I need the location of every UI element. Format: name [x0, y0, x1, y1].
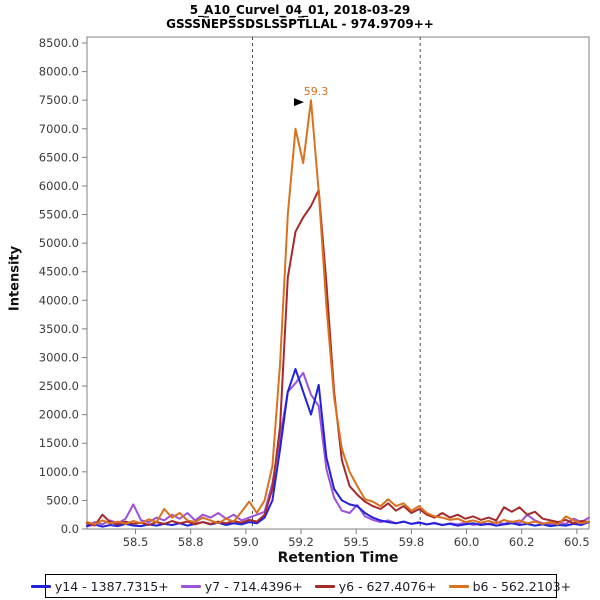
y-tick-label: 2000.0 [39, 408, 79, 422]
legend-entry-y7[interactable]: y7 - 714.4396+ [180, 578, 303, 594]
legend-entry-y14[interactable]: y14 - 1387.7315+ [30, 578, 169, 594]
chart-subtitle-peptide: GSSSN̅EPS̅SDSLSS̅PT̅LLAL - 974.9709++ [166, 17, 434, 31]
y-tick-label: 1500.0 [39, 436, 79, 450]
x-tick-label: 60.2 [509, 535, 535, 549]
x-tick-label: 58.5 [123, 535, 149, 549]
y-tick-label: 3500.0 [39, 322, 79, 336]
y-tick-label: 0.0 [61, 522, 79, 536]
plot-frame [86, 36, 590, 530]
y-tick-label: 3000.0 [39, 350, 79, 364]
y-tick-label: 8000.0 [39, 65, 79, 79]
y-tick-label: 4000.0 [39, 293, 79, 307]
y-tick-label: 6500.0 [39, 150, 79, 164]
transition-legend: y14 - 1387.7315+ y7 - 714.4396+ y6 - 627… [30, 574, 571, 598]
x-tick-label: 59.0 [233, 535, 259, 549]
x-tick-label: 59.8 [399, 535, 425, 549]
x-tick-label: 59.5 [343, 535, 369, 549]
legend-label-b6: b6 - 562.2103+ [472, 578, 572, 594]
chart-titles: 5_A10_Curvel_04_01, 2018-03-29 GSSSN̅EPS… [0, 3, 600, 31]
y-tick-label: 4500.0 [39, 265, 79, 279]
legend-label-y7: y7 - 714.4396+ [204, 578, 303, 594]
y7-color-swatch-icon [180, 584, 201, 588]
trace-b6[interactable] [86, 99, 590, 526]
y-tick-label: 5000.0 [39, 236, 79, 250]
b6-color-swatch-icon [448, 584, 469, 588]
y-tick-label: 2500.0 [39, 379, 79, 393]
y-tick-label: 7000.0 [39, 122, 79, 136]
x-tick-label: 60.0 [454, 535, 480, 549]
legend-entry-y6[interactable]: y6 - 627.4076+ [314, 578, 437, 594]
id-arrow-icon [293, 98, 304, 107]
legend-label-y14: y14 - 1387.7315+ [54, 578, 169, 594]
trace-y6[interactable] [86, 188, 590, 527]
trace-y7[interactable] [86, 371, 590, 527]
y-tick-label: 500.0 [46, 493, 79, 507]
y-tick-label: 8500.0 [39, 36, 79, 50]
y-tick-label: 6000.0 [39, 179, 79, 193]
x-tick-label: 60.5 [564, 535, 590, 549]
y-tick-label: 7500.0 [39, 93, 79, 107]
x-tick-label: 58.8 [178, 535, 204, 549]
x-axis-title: Retention Time [277, 550, 399, 566]
chart-title: 5_A10_Curvel_04_01, 2018-03-29 [189, 3, 411, 17]
peak-apex-label[interactable]: 59.3 [304, 85, 329, 98]
trace-y14[interactable] [86, 367, 590, 528]
y14-color-swatch-icon [30, 584, 51, 588]
y-tick-label: 5500.0 [39, 208, 79, 222]
y6-color-swatch-icon [314, 584, 335, 588]
legend-entry-b6[interactable]: b6 - 562.2103+ [448, 578, 572, 594]
legend-label-y6: y6 - 627.4076+ [338, 578, 437, 594]
x-tick-label: 59.2 [288, 535, 314, 549]
y-tick-label: 1000.0 [39, 465, 79, 479]
